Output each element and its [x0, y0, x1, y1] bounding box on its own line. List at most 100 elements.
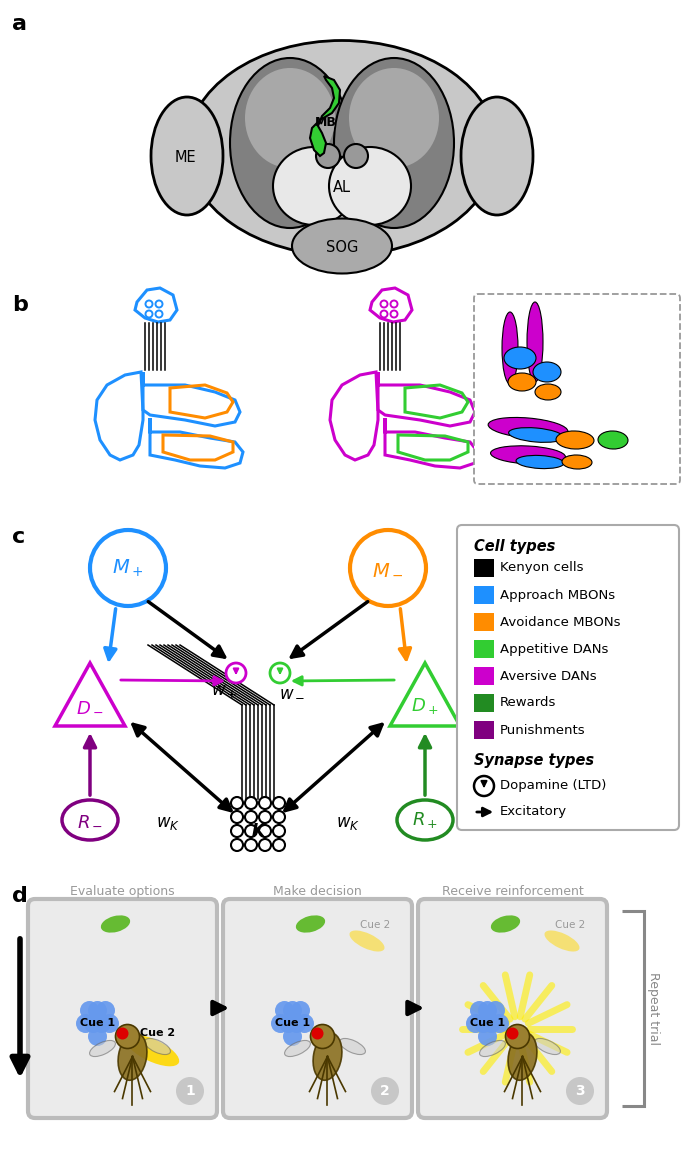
Circle shape: [371, 1077, 399, 1105]
Text: Cue 1: Cue 1: [275, 1018, 310, 1029]
Polygon shape: [390, 663, 460, 725]
Text: Evaluate options: Evaluate options: [70, 885, 175, 898]
Ellipse shape: [479, 1041, 506, 1056]
Text: $w_+$: $w_+$: [211, 682, 237, 700]
Text: Cue 1: Cue 1: [80, 1018, 115, 1029]
Text: Receive reinforcement: Receive reinforcement: [442, 885, 584, 898]
Ellipse shape: [334, 57, 454, 229]
FancyBboxPatch shape: [28, 899, 217, 1118]
Text: $M_+$: $M_+$: [112, 558, 144, 579]
Ellipse shape: [535, 384, 561, 400]
Circle shape: [84, 1014, 103, 1033]
Text: Dopamine (LTD): Dopamine (LTD): [500, 779, 606, 792]
Circle shape: [176, 1077, 204, 1105]
Circle shape: [92, 1014, 111, 1033]
Ellipse shape: [397, 800, 453, 840]
Circle shape: [295, 1014, 314, 1033]
Circle shape: [116, 1028, 129, 1040]
Text: Synapse types: Synapse types: [474, 754, 594, 769]
Circle shape: [271, 1014, 290, 1033]
Text: $D_-$: $D_-$: [76, 697, 104, 715]
Circle shape: [76, 1014, 95, 1033]
Ellipse shape: [508, 1033, 537, 1081]
Circle shape: [316, 144, 340, 168]
Bar: [474, 586, 494, 604]
Circle shape: [474, 776, 494, 796]
Text: Appetitive DANs: Appetitive DANs: [500, 642, 608, 655]
Circle shape: [100, 1014, 119, 1033]
FancyBboxPatch shape: [223, 899, 412, 1118]
Circle shape: [478, 1027, 497, 1045]
Text: AL: AL: [333, 180, 351, 196]
Ellipse shape: [296, 915, 325, 933]
Text: Aversive DANs: Aversive DANs: [500, 669, 597, 682]
Ellipse shape: [491, 915, 520, 933]
Text: K: K: [251, 822, 264, 840]
Text: Excitatory: Excitatory: [500, 805, 567, 818]
Ellipse shape: [598, 431, 628, 449]
Ellipse shape: [545, 931, 580, 952]
Ellipse shape: [101, 915, 130, 933]
Ellipse shape: [502, 312, 518, 384]
Circle shape: [283, 1027, 302, 1045]
Ellipse shape: [187, 41, 497, 255]
Ellipse shape: [230, 57, 350, 229]
Text: $w_K$: $w_K$: [156, 815, 180, 832]
Circle shape: [88, 1001, 107, 1020]
Circle shape: [245, 839, 257, 851]
Text: Cue 1: Cue 1: [470, 1018, 505, 1029]
Circle shape: [287, 1014, 306, 1033]
Text: $w_-$: $w_-$: [279, 682, 306, 700]
Circle shape: [273, 825, 285, 837]
Circle shape: [259, 825, 271, 837]
Circle shape: [270, 663, 290, 683]
Circle shape: [275, 1001, 294, 1020]
Circle shape: [344, 144, 368, 168]
Ellipse shape: [516, 456, 564, 469]
Text: Cell types: Cell types: [474, 538, 556, 553]
Text: Cue 2: Cue 2: [555, 920, 585, 931]
Text: ME: ME: [174, 150, 196, 165]
Circle shape: [259, 797, 271, 809]
Circle shape: [490, 1014, 509, 1033]
Ellipse shape: [490, 445, 565, 464]
Ellipse shape: [461, 97, 533, 214]
Circle shape: [482, 1014, 501, 1033]
Circle shape: [259, 839, 271, 851]
Text: SOG: SOG: [326, 240, 358, 255]
Circle shape: [470, 1001, 489, 1020]
Circle shape: [279, 1014, 298, 1033]
Circle shape: [80, 1001, 99, 1020]
Text: c: c: [12, 527, 25, 547]
Ellipse shape: [556, 431, 594, 449]
Text: Approach MBONs: Approach MBONs: [500, 588, 615, 601]
Circle shape: [231, 797, 243, 809]
Text: Cue 2: Cue 2: [360, 920, 390, 931]
Text: MB: MB: [315, 116, 337, 129]
Circle shape: [273, 811, 285, 823]
Circle shape: [291, 1001, 310, 1020]
Polygon shape: [310, 76, 340, 156]
Text: 2: 2: [380, 1084, 390, 1098]
Circle shape: [466, 1014, 485, 1033]
Text: $w_K$: $w_K$: [336, 815, 360, 832]
Circle shape: [245, 825, 257, 837]
Ellipse shape: [292, 218, 392, 273]
Text: d: d: [12, 886, 28, 906]
Text: Punishments: Punishments: [500, 723, 586, 736]
Circle shape: [116, 1024, 140, 1049]
Text: $R_+$: $R_+$: [412, 810, 438, 830]
Circle shape: [566, 1077, 594, 1105]
Circle shape: [273, 839, 285, 851]
Circle shape: [283, 1001, 302, 1020]
Text: $D_+$: $D_+$: [411, 696, 439, 716]
Circle shape: [474, 1014, 493, 1033]
Circle shape: [506, 1024, 530, 1049]
Text: Avoidance MBONs: Avoidance MBONs: [500, 615, 621, 628]
Circle shape: [90, 530, 166, 606]
Text: Kenyon cells: Kenyon cells: [500, 561, 584, 574]
Circle shape: [88, 1027, 107, 1045]
Circle shape: [486, 1001, 505, 1020]
Ellipse shape: [534, 1038, 560, 1055]
Ellipse shape: [90, 1041, 116, 1056]
